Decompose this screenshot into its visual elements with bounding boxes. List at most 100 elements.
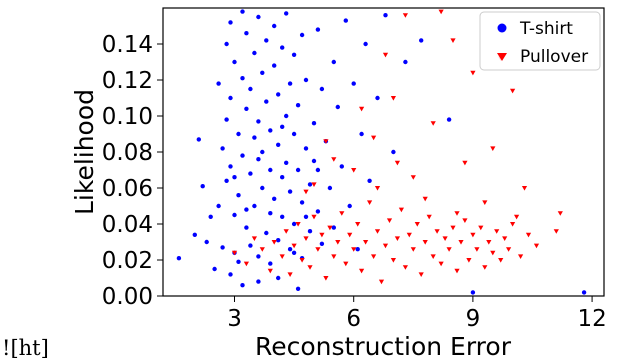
tshirt-point [252,135,257,140]
pullover-point [251,236,257,241]
pullover-point [470,232,476,238]
pullover-point [514,214,520,220]
pullover-point [402,265,408,270]
tshirt-point [303,146,309,151]
tshirt-point [470,290,476,295]
y-axis-label: Likelihood [70,89,99,215]
pullover-point [299,258,305,263]
tshirt-point [307,182,313,187]
pullover-point [474,247,480,252]
pullover-point [510,88,516,94]
tshirt-point [339,164,344,169]
x-tick-label: 6 [346,306,361,332]
pullover-point [454,211,460,216]
tshirt-point [220,146,225,151]
pullover-point [303,236,309,241]
pullover-point [359,268,365,274]
pullover-point [430,121,436,126]
pullover-point [482,265,488,270]
pullover-point [414,222,420,227]
pullover-point [442,236,448,241]
pullover-point [295,222,301,227]
pullover-point [446,247,452,252]
tshirt-point [244,31,249,36]
pullover-point [490,250,496,256]
tshirt-point [287,81,293,86]
pullover-point [521,186,528,191]
tshirt-point [248,86,253,92]
tshirt-point [256,279,261,284]
tshirt-point [343,18,348,23]
tshirt-point [268,261,273,266]
pullover-point [307,265,313,270]
tshirt-point [299,200,305,205]
pullover-point [339,211,345,216]
pullover-point [466,258,472,263]
pullover-point [259,247,265,252]
pullover-point [438,261,444,267]
x-tick-label: 3 [227,306,242,332]
tshirt-point [236,131,241,137]
tshirt-point [295,103,301,108]
tshirt-point [244,106,249,112]
legend-box [479,11,601,71]
tshirt-point [272,23,277,29]
y-tick-label: 0.06 [102,176,153,202]
tshirt-point [276,238,281,243]
tshirt-point [295,167,301,173]
legend-pullover-marker [497,53,507,61]
pullover-point [390,258,396,263]
pullover-point [279,254,285,259]
tshirt-point [244,225,249,230]
pullover-point [323,139,329,144]
pullover-point [502,236,508,241]
pullover-point [311,182,317,187]
tshirt-point [359,131,364,137]
tshirt-point [331,225,336,230]
pullover-point [343,261,349,267]
pullover-point [267,268,273,274]
pullover-point [291,243,297,249]
pullover-point [378,279,385,285]
tshirt-point [236,193,241,198]
tshirt-point [375,95,380,101]
legend-pullover-label: Pullover [520,47,588,67]
x-tick-label: 9 [466,306,481,332]
pullover-point [410,175,416,180]
tshirt-point [291,52,297,57]
pullover-point [243,261,249,267]
pullover-point [430,254,436,259]
tshirt-point [299,32,305,38]
tshirt-point [204,239,209,245]
tshirt-point [355,247,360,252]
pullover-point [371,135,377,141]
tshirt-point [228,272,233,277]
tshirt-point [291,131,297,137]
pullover-point [510,222,516,227]
tshirt-point [363,41,368,47]
tshirt-point [327,185,333,191]
tshirt-point [240,283,245,288]
tshirt-point [403,59,408,65]
tshirt-point [192,232,197,237]
y-tick-label: 0.04 [102,212,153,238]
pullover-point [351,247,357,252]
pullover-point [438,9,444,15]
x-axis: 3 6 9 12 [227,296,607,332]
tshirt-point [200,184,205,189]
tshirt-point [228,20,233,25]
tshirt-point [252,203,257,209]
tshirt-point [291,221,297,227]
pullover-point [283,229,289,234]
tshirt-point [331,59,336,65]
y-tick-label: 0.00 [102,284,153,310]
pullover-point [490,146,496,151]
tshirt-point [260,185,265,191]
pullover-point [351,168,357,173]
tshirt-point [208,214,213,219]
tshirt-point [224,178,229,183]
pullover-point [482,200,488,205]
tshirt-point [264,38,269,43]
pullover-point [410,247,416,252]
